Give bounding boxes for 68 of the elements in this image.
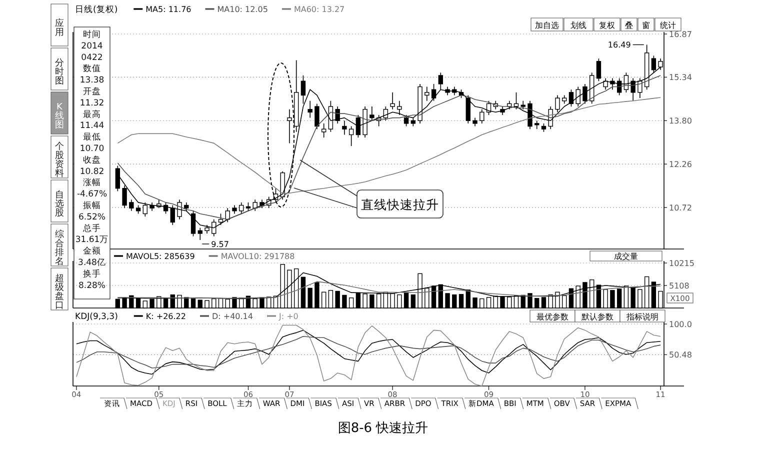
text: 超级盘口: [55, 273, 64, 311]
text: K线图: [55, 102, 64, 130]
annotation: 最低: [83, 132, 101, 143]
line-series: [76, 330, 661, 375]
annotation: 振幅: [83, 200, 101, 211]
annotation: 11.44: [80, 121, 104, 132]
legend-label: MA60: 13.27: [294, 5, 345, 14]
text: 自选股: [55, 190, 64, 218]
annotation: 3.48亿: [78, 257, 106, 268]
text: 窗: [642, 21, 650, 30]
legend-label: MAVOL10: 291788: [220, 252, 295, 261]
annotation: 9.57: [211, 240, 229, 249]
annotation: 直线快速拉升: [361, 197, 439, 212]
y-tick-label: 10.72: [669, 204, 692, 213]
legend-label: K: +26.22: [146, 312, 186, 321]
text: 指标说明: [626, 312, 658, 322]
line-series: [117, 97, 661, 194]
y-tick-label: 10215: [669, 259, 694, 268]
y-tick-label: 16.87: [669, 30, 692, 39]
legend-label: MA10: 12.05: [217, 5, 268, 14]
annotation: 数值: [83, 63, 101, 74]
chart-title: 日线(复权): [75, 4, 118, 15]
line-series: [76, 324, 661, 386]
text: 个股资料: [55, 141, 64, 179]
annotation: 金额: [83, 246, 101, 257]
text: 划线: [570, 21, 586, 30]
y-tick-label: 100.0: [669, 320, 692, 329]
text: 综合排名: [55, 229, 64, 267]
legend-label: MA5: 11.76: [146, 5, 192, 14]
chart-title: KDJ(9,3,3): [75, 312, 118, 322]
annotation: 13.38: [80, 76, 104, 86]
annotation: 16.49: [608, 40, 631, 50]
legend-label: J: +0: [278, 312, 298, 321]
text: 叠: [625, 21, 633, 30]
annotation: 0422: [81, 52, 103, 63]
annotation: 31.61万: [75, 235, 109, 246]
text: 默认参数: [580, 312, 614, 322]
annotation: 换手: [83, 268, 101, 280]
text: 复权: [599, 21, 615, 30]
caption: 图8-6 快速拉升: [338, 421, 428, 436]
text: 最优参数: [536, 312, 568, 322]
annotation: 收盘: [83, 154, 101, 166]
annotation: 6.52%: [78, 212, 106, 222]
y-tick-label: 15.34: [669, 73, 692, 82]
legend-label: D: +40.14: [212, 312, 253, 321]
y-tick-label: 50.48: [669, 350, 692, 360]
line-series: [117, 281, 661, 299]
annotation: 10.70: [80, 144, 104, 154]
annotation: 11.32: [80, 98, 104, 108]
annotation: 2014: [81, 41, 103, 52]
annotation: 总手: [82, 222, 101, 234]
annotation: 开盘: [83, 86, 101, 97]
y-tick-label: 13.80: [669, 116, 692, 126]
y-tick-label: 5108: [669, 282, 690, 290]
text: 应用: [55, 18, 64, 38]
text: 分时图: [55, 58, 64, 86]
legend-label: MAVOL5: 285639: [126, 252, 195, 261]
annotation: 10.82: [80, 166, 104, 177]
annotation: 8.28%: [78, 280, 106, 291]
line-series: [76, 336, 661, 368]
annotation: 涨幅: [83, 177, 101, 188]
annotation: 最高: [83, 108, 101, 120]
text: 统计: [660, 21, 676, 30]
text: 加自选: [535, 21, 559, 30]
text: 成交量: [614, 252, 638, 261]
y-tick-label: 12.26: [669, 160, 692, 170]
annotation: -4.67%: [76, 190, 108, 200]
annotation: 时间: [83, 29, 101, 40]
